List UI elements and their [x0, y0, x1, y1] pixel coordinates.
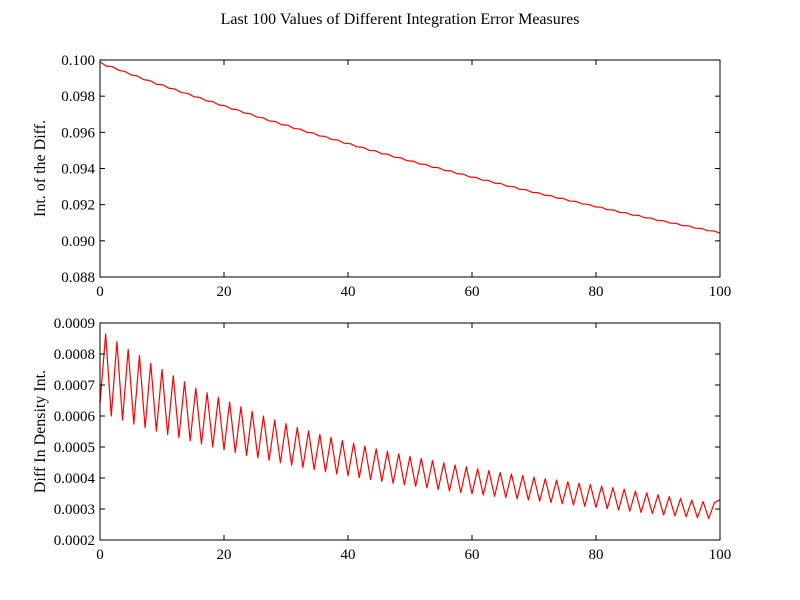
top-plot-frame — [99, 59, 721, 278]
bottom-plot-frame — [99, 322, 721, 541]
bottom-series-line-0 — [99, 333, 721, 520]
top-chart-panel: 0 20 40 60 80 100 0.088 0.090 0.092 0.094 0.096 0.0… — [32, 53, 731, 300]
bottom-x-tick-label: 60 — [465, 547, 480, 563]
bottom-y-tick-label: 0.0006 — [54, 409, 96, 425]
top-series-line-0 — [99, 61, 721, 234]
top-y-tick-label: 0.096 — [61, 125, 95, 141]
top-y-tick-label: 0.090 — [61, 234, 95, 250]
bottom-y-tick-label: 0.0002 — [54, 533, 95, 549]
top-x-tick-label: 80 — [589, 284, 604, 300]
top-y-axis-label: Int. of the Diff. — [32, 120, 49, 217]
bottom-y-tick-label: 0.0005 — [54, 440, 95, 456]
bottom-y-tick-label: 0.0003 — [54, 502, 95, 518]
top-x-tick-label: 100 — [709, 284, 732, 300]
bottom-y-tick-label: 0.0008 — [54, 347, 95, 363]
bottom-x-tick-label: 100 — [709, 547, 732, 563]
bottom-x-tick-label: 40 — [341, 547, 356, 563]
top-x-tick-label: 40 — [341, 284, 356, 300]
top-y-tick-label: 0.100 — [61, 53, 95, 69]
bottom-x-tick-label: 0 — [96, 547, 104, 563]
bottom-x-tick-label: 80 — [589, 547, 604, 563]
top-y-tick-label: 0.094 — [61, 162, 95, 178]
top-y-tick-label: 0.088 — [61, 270, 95, 286]
top-x-tick-label: 0 — [96, 284, 104, 300]
top-x-tick-label: 20 — [217, 284, 232, 300]
top-y-tick-label: 0.092 — [61, 198, 95, 214]
bottom-chart-panel: 0 20 40 60 80 100 0.0002 0.0003 0.0004 0.0005 0.00… — [32, 316, 731, 563]
bottom-y-axis-label: Diff In Density Int. — [32, 370, 49, 493]
top-y-tick-label: 0.098 — [61, 89, 95, 105]
bottom-x-tick-label: 20 — [217, 547, 232, 563]
bottom-y-tick-label: 0.0007 — [54, 378, 96, 394]
bottom-y-tick-label: 0.0004 — [54, 471, 96, 487]
figure-title: Last 100 Values of Different Integration… — [221, 11, 580, 28]
bottom-y-tick-label: 0.0009 — [54, 316, 95, 332]
top-x-tick-label: 60 — [465, 284, 480, 300]
